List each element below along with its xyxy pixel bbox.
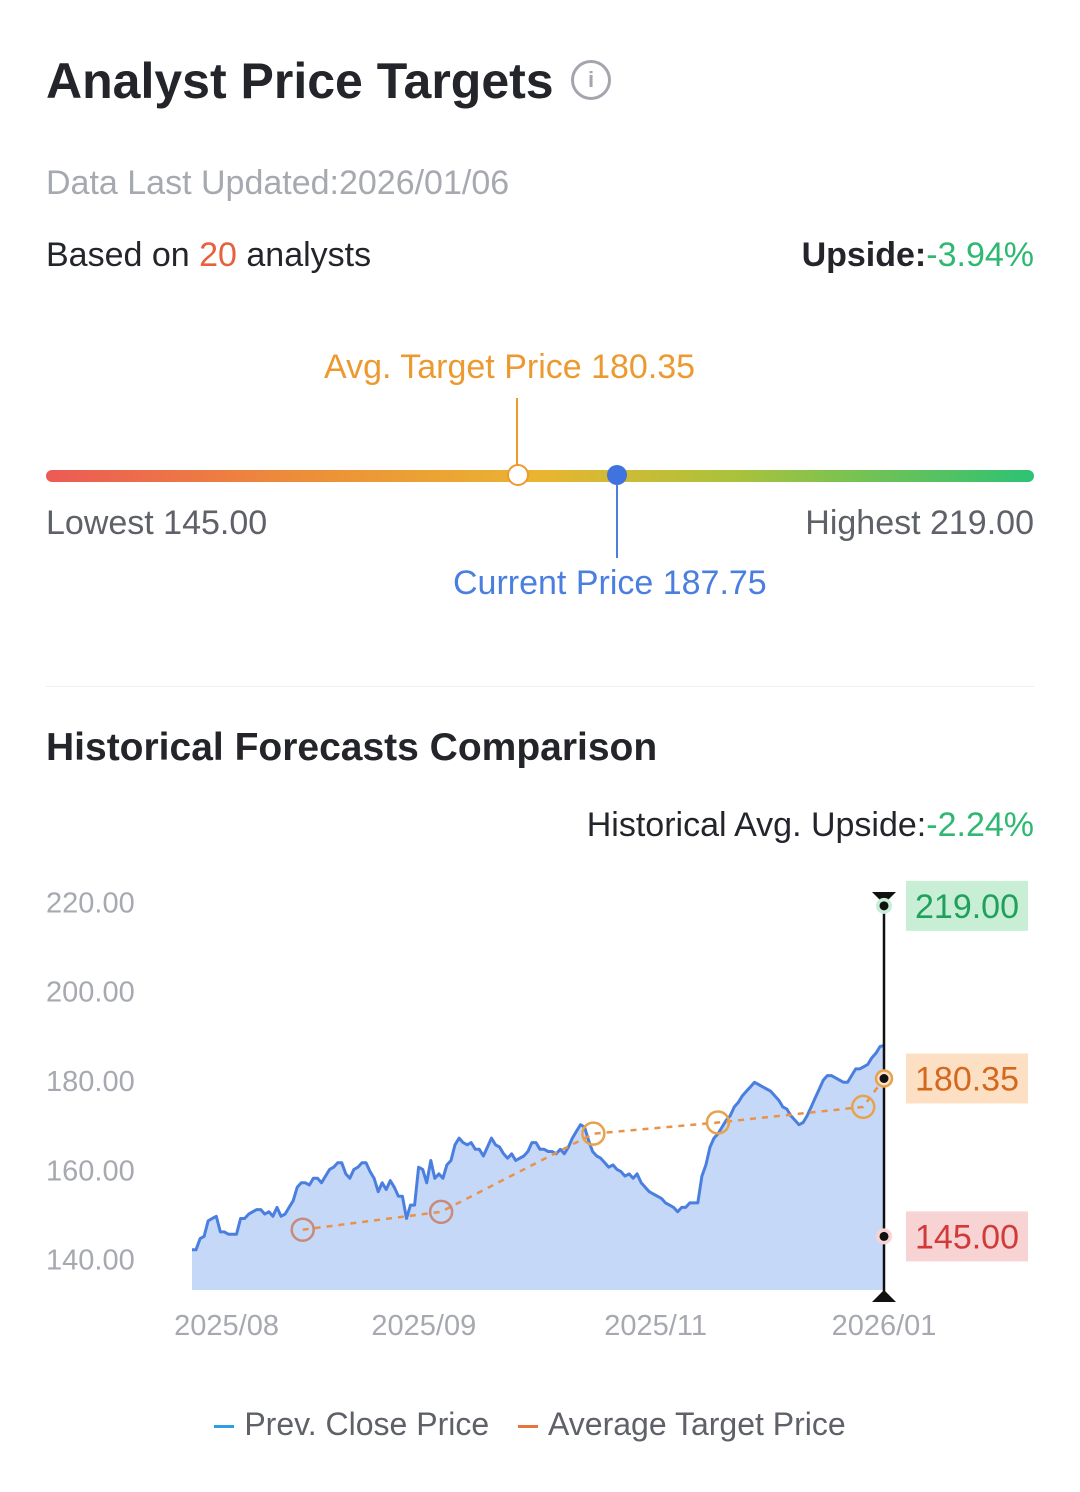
history-chart[interactable]: 220.00 200.00 180.00 160.00 140.00 2025/08 202… [0, 880, 1080, 1360]
based-suffix: analysts [236, 236, 372, 274]
section-divider [46, 686, 1034, 687]
legend-label-avg: Average Target Price [548, 1406, 846, 1442]
y-tick-label: 160.00 [46, 1155, 135, 1187]
current-price-marker [607, 465, 627, 485]
info-icon[interactable]: i [571, 60, 611, 100]
close-price-line [192, 1044, 885, 1252]
price-range-gauge [46, 470, 1034, 482]
upside-value: -3.94% [926, 236, 1034, 274]
legend-item-close[interactable]: Prev. Close Price [214, 1406, 489, 1443]
avg-target-label: Avg. Target Price 180.35 [324, 348, 696, 386]
based-prefix: Based on [46, 236, 200, 274]
legend-label-close: Prev. Close Price [244, 1406, 490, 1442]
x-tick-label: 2025/09 [371, 1310, 476, 1342]
last-updated-text: Data Last Updated:2026/01/06 [46, 164, 510, 202]
avg-target-line [302, 1077, 886, 1231]
chart-legend: Prev. Close Price Average Target Price [0, 1406, 1060, 1443]
avg-target-point [581, 1121, 606, 1146]
lowest-label: Lowest 145.00 [46, 504, 268, 542]
x-tick-label: 2026/01 [832, 1310, 937, 1342]
historical-upside-text: Historical Avg. Upside:-2.24% [587, 806, 1034, 845]
analyst-count-text: Based on 20 analysts [46, 236, 371, 275]
crosshair-bottom-arrow [872, 1290, 896, 1302]
value-label: 180.35 [915, 1061, 1019, 1099]
value-label: 145.00 [915, 1218, 1019, 1256]
legend-swatch-avg [518, 1425, 539, 1429]
historical-upside-label: Historical Avg. Upside: [586, 806, 927, 844]
value-label-bg [906, 880, 1028, 931]
x-tick-label: 2025/11 [604, 1310, 707, 1342]
close-price-area [192, 1045, 884, 1290]
current-price-label: Current Price 187.75 [453, 564, 767, 602]
page-title: Analyst Price Targets [46, 53, 554, 109]
history-title: Historical Forecasts Comparison [46, 726, 658, 769]
y-tick-label: 140.00 [46, 1245, 135, 1277]
avg-target-stem [516, 398, 518, 468]
upside-text: Upside:-3.94% [802, 236, 1034, 275]
value-marker-dot [879, 1074, 889, 1084]
historical-upside-value: -2.24% [926, 806, 1034, 844]
x-tick-label: 2025/08 [174, 1310, 279, 1342]
y-tick-label: 200.00 [46, 977, 135, 1009]
avg-target-marker [507, 464, 529, 486]
avg-target-point [850, 1094, 876, 1120]
value-label-bg [906, 1053, 1028, 1104]
highest-label: Highest 219.00 [805, 504, 1034, 542]
avg-target-point [290, 1217, 315, 1242]
legend-swatch-close [214, 1425, 235, 1429]
avg-target-point [705, 1110, 731, 1135]
value-marker-dot [879, 1231, 889, 1241]
avg-target-point [428, 1199, 454, 1225]
y-tick-label: 180.00 [46, 1066, 135, 1098]
value-marker-dot [879, 901, 889, 911]
current-price-stem [616, 484, 618, 558]
analyst-count: 20 [199, 236, 237, 274]
upside-label: Upside: [801, 236, 927, 274]
value-label: 219.00 [915, 888, 1019, 926]
legend-item-avg[interactable]: Average Target Price [518, 1406, 846, 1443]
y-tick-label: 220.00 [46, 887, 135, 919]
value-label-bg [906, 1211, 1028, 1262]
